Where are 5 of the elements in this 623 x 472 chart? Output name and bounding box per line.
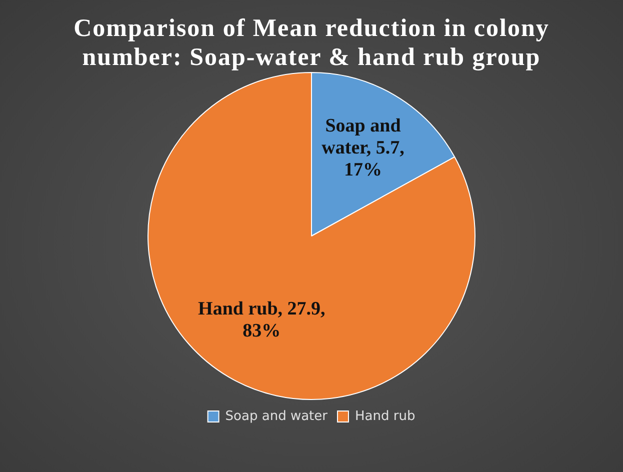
legend-label: Soap and water <box>225 408 328 424</box>
data-label: Soap and water, 5.7, 17% <box>322 116 405 181</box>
data-label: Hand rub, 27.9, 83% <box>198 298 326 342</box>
chart-title: Comparison of Mean reduction in colony number: Soap-water & hand rub group <box>72 14 550 72</box>
legend-label: Hand rub <box>354 408 416 424</box>
